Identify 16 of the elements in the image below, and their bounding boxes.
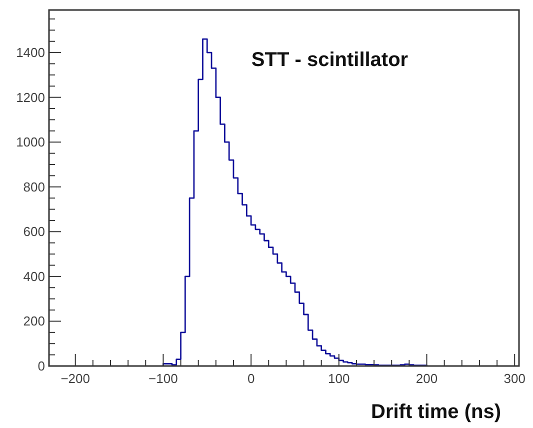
x-tick-label: −200 <box>60 371 90 386</box>
x-tick-label: −100 <box>148 371 178 386</box>
x-tick-label: 200 <box>416 371 438 386</box>
y-tick-label: 200 <box>23 314 45 329</box>
x-tick-label: 300 <box>504 371 526 386</box>
y-tick-label: 1200 <box>16 90 45 105</box>
y-tick-label: 600 <box>23 224 45 240</box>
x-tick-label: 0 <box>247 371 255 386</box>
y-tick-label: 400 <box>23 268 45 284</box>
text: STT - scintillator <box>251 48 408 71</box>
x-axis-title: Drift time (ns) <box>371 401 501 423</box>
y-tick-label: 800 <box>23 179 45 194</box>
y-tick-label: 0 <box>38 358 45 374</box>
x-tick-label: 100 <box>328 371 350 386</box>
y-tick-label: 1000 <box>16 134 45 150</box>
y-tick-label: 1400 <box>16 45 45 60</box>
